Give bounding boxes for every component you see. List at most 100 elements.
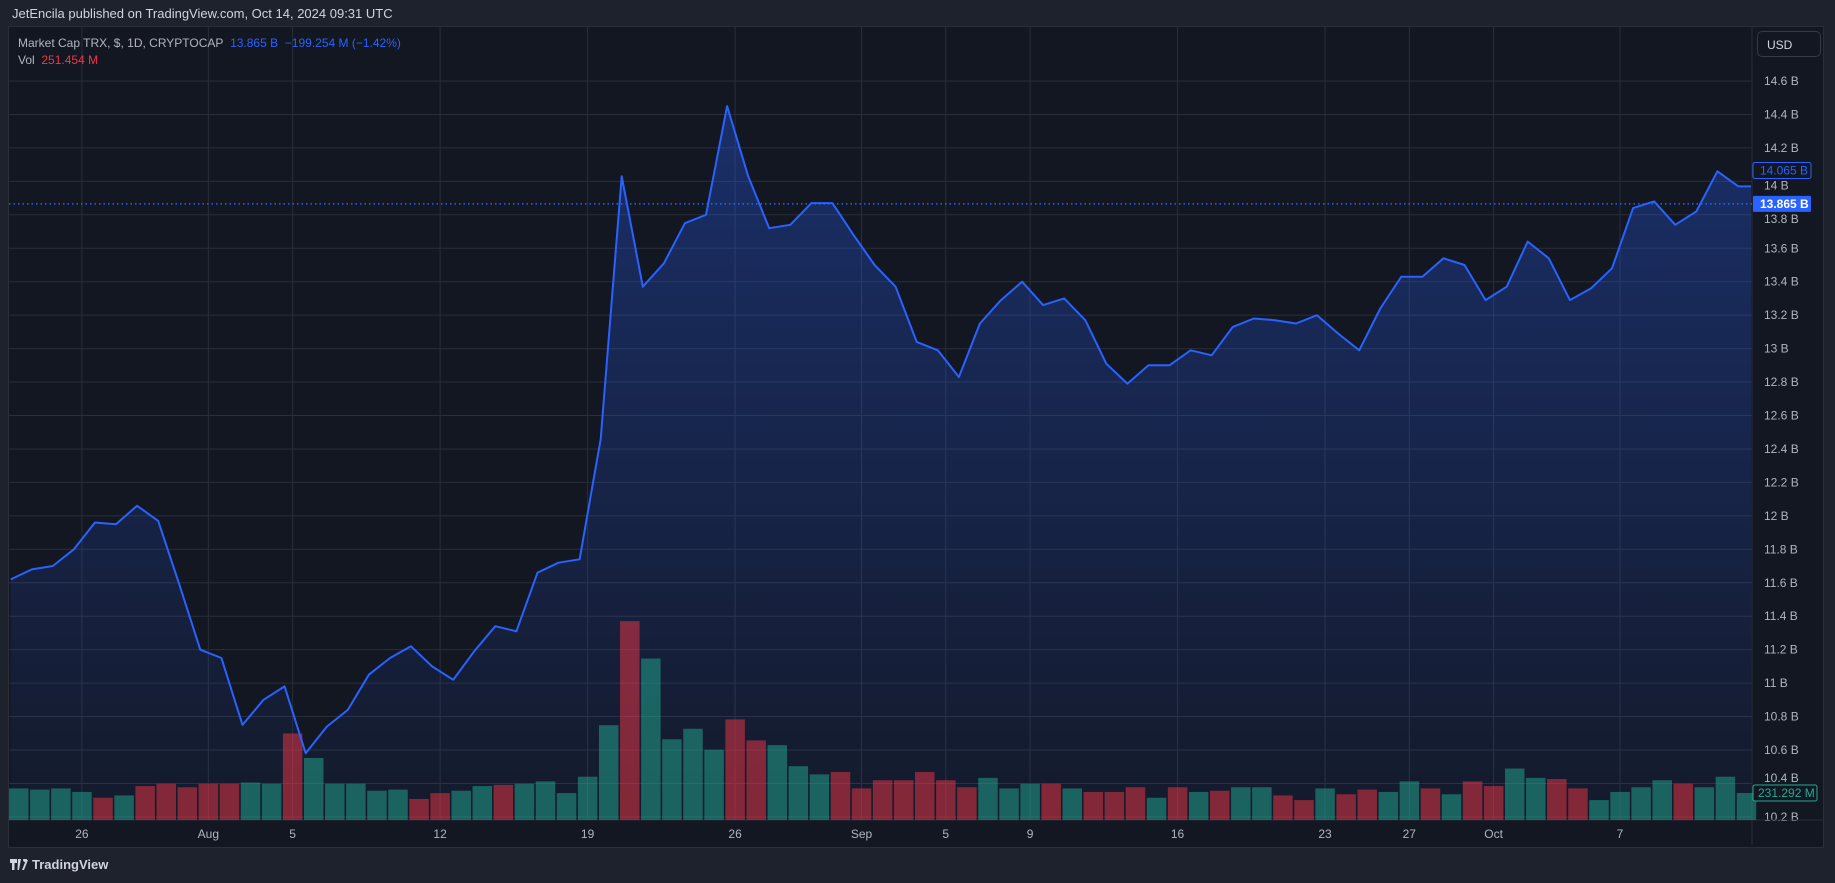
x-tick-label: 16 <box>1171 827 1185 841</box>
y-tick-label: 10.2 B <box>1764 810 1799 824</box>
volume-bar <box>556 793 577 820</box>
y-tick-label: 13.4 B <box>1764 275 1799 289</box>
volume-bar <box>1231 787 1251 820</box>
volume-label[interactable]: Vol <box>18 53 35 67</box>
last-price: 13.865 B <box>230 36 279 50</box>
volume-bar <box>788 766 809 820</box>
volume-bar <box>662 739 682 820</box>
x-tick-label: 27 <box>1403 827 1417 841</box>
chart-legend: Market Cap TRX, $, 1D, CRYPTOCAP 13.865 … <box>18 35 401 69</box>
y-tick-label: 10.4 B <box>1764 771 1799 785</box>
y-tick-label: 12.8 B <box>1764 375 1799 389</box>
volume-bar <box>493 784 514 820</box>
volume-bar <box>219 783 240 820</box>
x-tick-label: Sep <box>851 827 873 841</box>
volume-bar <box>1652 780 1672 820</box>
volume-bar <box>598 725 619 820</box>
y-tick-label: 10.6 B <box>1764 743 1799 757</box>
volume-bar <box>1715 776 1736 820</box>
volume-bar <box>725 719 745 820</box>
volume-bar <box>957 787 977 820</box>
x-tick-label: 23 <box>1318 827 1332 841</box>
volume-bar <box>1694 787 1715 820</box>
volume-bar <box>51 788 71 820</box>
x-tick-label: 5 <box>942 827 949 841</box>
y-tick-label: 13 B <box>1764 342 1789 356</box>
volume-bar <box>1526 777 1546 820</box>
volume-bar <box>1399 781 1420 820</box>
y-tick-label: 13.8 B <box>1764 212 1799 226</box>
volume-bar <box>1568 788 1588 820</box>
y-tick-label: 11 B <box>1764 676 1788 690</box>
symbol-title[interactable]: Market Cap TRX, $, 1D, CRYPTOCAP <box>18 36 224 50</box>
y-tick-label: 13.2 B <box>1764 308 1799 322</box>
volume-bar <box>1441 794 1462 820</box>
volume-bar <box>893 780 914 820</box>
volume-bar <box>1083 791 1104 820</box>
volume-bar <box>1589 800 1609 820</box>
volume-bar <box>704 749 724 820</box>
volume-bar <box>1041 783 1061 820</box>
volume-bar <box>156 783 176 820</box>
market-cap-line <box>10 105 1751 755</box>
volume-bar <box>1294 800 1314 820</box>
volume-bar <box>1315 788 1335 820</box>
volume-bar <box>9 788 29 820</box>
volume-bar <box>936 780 956 820</box>
volume-bar <box>1547 779 1567 820</box>
x-tick-label: 7 <box>1617 827 1624 841</box>
volume-bar <box>282 733 303 820</box>
x-tick-label: 9 <box>1027 827 1034 841</box>
x-tick-label: Aug <box>198 827 219 841</box>
volume-bar <box>177 787 198 820</box>
y-tick-label: 13.6 B <box>1764 241 1799 255</box>
volume-bar <box>1378 791 1399 820</box>
volume-bar <box>809 774 830 820</box>
volume-bar <box>1020 783 1040 820</box>
y-tick-label: 12.2 B <box>1764 475 1799 489</box>
volume-bar <box>1420 788 1441 820</box>
volume-bar <box>1125 787 1146 820</box>
volume-bar <box>1673 783 1694 820</box>
volume-bar <box>93 797 113 820</box>
market-cap-chart[interactable]: 14.6 B 14.4 B 14.2 B 14 B 13.8 B 13.6 B 13.4 B… <box>9 27 1824 845</box>
volume-bar <box>346 783 366 820</box>
volume-bar <box>1252 787 1272 820</box>
volume-bar <box>1273 795 1293 820</box>
y-tick-label: 14.6 B <box>1764 74 1799 88</box>
volume-bar <box>1209 790 1230 820</box>
volume-bar <box>135 786 155 820</box>
volume-bar <box>430 793 450 820</box>
volume-value: 251.454 M <box>41 53 99 67</box>
x-tick-label: 12 <box>433 827 447 841</box>
last-price-label: 13.865 B <box>1760 197 1809 211</box>
volume-bar <box>198 783 219 820</box>
volume-bar <box>472 786 493 820</box>
x-tick-label: Oct <box>1484 827 1503 841</box>
volume-bar <box>261 783 282 820</box>
price-change: −199.254 M (−1.42%) <box>284 36 401 50</box>
prev-close-badge <box>1752 161 1812 179</box>
volume-bar <box>978 777 998 820</box>
y-tick-label: 12.4 B <box>1764 442 1799 456</box>
volume-bar <box>1357 789 1377 820</box>
brand-name: TradingView <box>32 857 109 872</box>
y-tick-label: 12 B <box>1764 509 1789 523</box>
currency-button[interactable]: USD <box>1757 31 1821 57</box>
y-tick-label: 14.4 B <box>1764 107 1799 121</box>
volume-bar <box>240 782 261 820</box>
volume-bar <box>1631 787 1651 820</box>
y-tick-label: 11.2 B <box>1764 643 1798 657</box>
x-tick-label: 5 <box>289 827 296 841</box>
volume-badge <box>1752 784 1818 802</box>
y-tick-label: 12.6 B <box>1764 409 1799 423</box>
y-tick-label: 10.8 B <box>1764 710 1799 724</box>
volume-bar <box>1504 768 1525 820</box>
tradingview-footer[interactable]: TradingView <box>10 857 108 872</box>
volume-bar <box>114 795 134 820</box>
area-fill <box>10 106 1752 821</box>
tradingview-logo-icon <box>10 858 28 870</box>
volume-bar <box>1483 786 1504 820</box>
volume-bar <box>1336 794 1356 820</box>
published-caption: JetEncila published on TradingView.com, … <box>12 6 393 21</box>
